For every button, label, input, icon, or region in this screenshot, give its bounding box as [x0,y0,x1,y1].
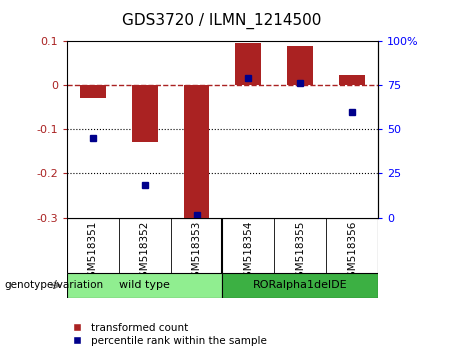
Text: GSM518353: GSM518353 [191,221,201,284]
Bar [222,273,378,298]
Bar [132,85,158,142]
Legend: transformed count, percentile rank within the sample: transformed count, percentile rank withi… [72,323,266,346]
Text: GSM518354: GSM518354 [243,221,254,284]
Text: GSM518351: GSM518351 [88,221,98,284]
Text: GSM518356: GSM518356 [347,221,357,284]
Bar [339,75,365,85]
Bar [287,46,313,85]
Text: GDS3720 / ILMN_1214500: GDS3720 / ILMN_1214500 [122,12,321,29]
Text: wild type: wild type [119,280,170,290]
Bar [80,85,106,98]
Text: GSM518352: GSM518352 [140,221,150,284]
Text: genotype/variation: genotype/variation [5,280,104,290]
Bar [183,85,209,218]
Bar [67,273,222,298]
Text: GSM518355: GSM518355 [295,221,305,284]
Bar [236,43,261,85]
Text: RORalpha1delDE: RORalpha1delDE [253,280,348,290]
